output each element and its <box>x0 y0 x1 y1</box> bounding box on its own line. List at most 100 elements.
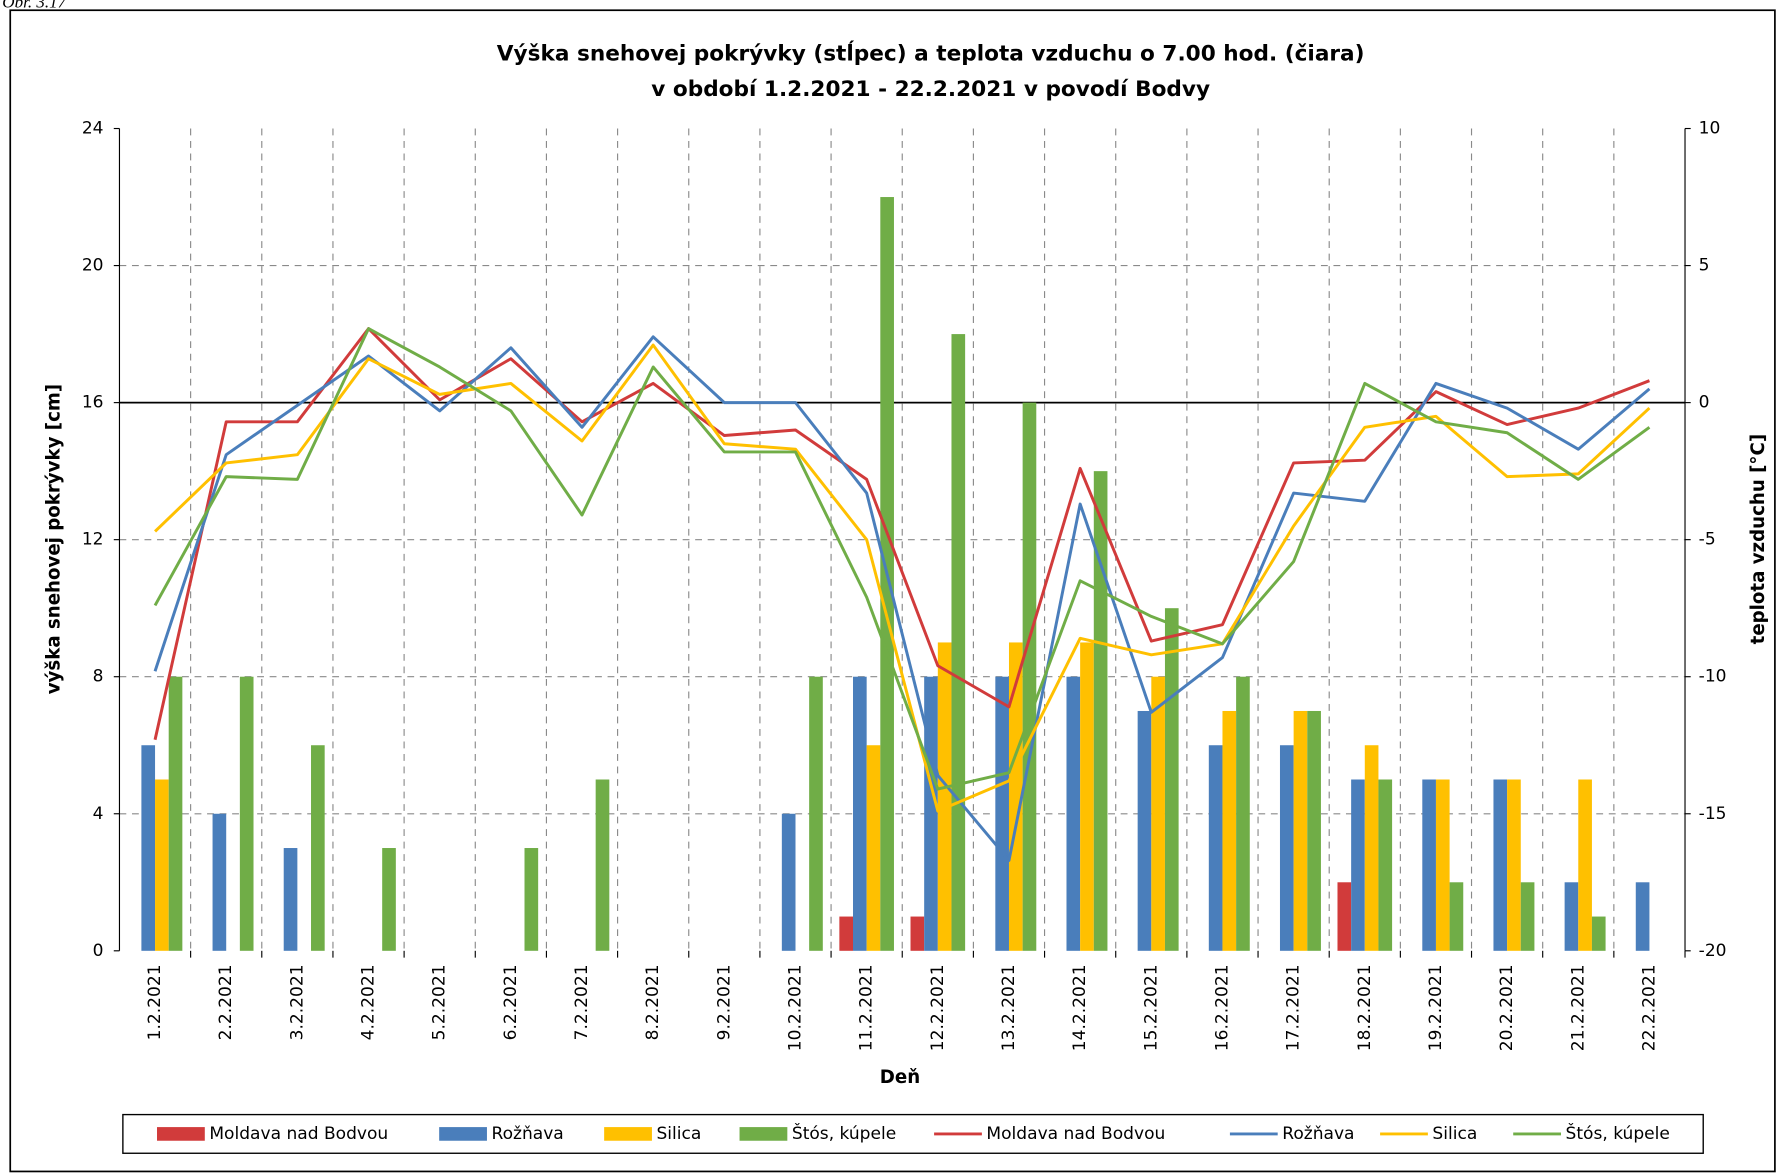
x-tick-label: 9.2.2021 <box>714 964 734 1040</box>
bar <box>1151 676 1165 951</box>
legend-label: Štós, kúpele <box>792 1122 896 1144</box>
y-tick-label: 8 <box>93 667 104 687</box>
bar <box>1578 779 1592 951</box>
bar <box>1422 779 1436 951</box>
bar <box>1080 642 1094 951</box>
bar <box>155 779 169 951</box>
x-tick-label: 13.2.2021 <box>999 964 1019 1051</box>
chart-title: Výška snehovej pokrývky (stĺpec) a teplo… <box>497 41 1365 67</box>
line <box>153 335 1651 862</box>
bar <box>1293 710 1308 951</box>
bar <box>1493 779 1508 951</box>
bar <box>1507 779 1521 951</box>
bar <box>1378 779 1393 951</box>
legend-label: Silica <box>1432 1124 1477 1144</box>
bar <box>524 848 539 951</box>
y2-tick-label: -15 <box>1699 804 1727 824</box>
bar <box>1008 642 1023 951</box>
chart-subtitle: v období 1.2.2021 - 22.2.2021 v povodí B… <box>651 77 1210 102</box>
bar <box>1137 710 1152 951</box>
bar <box>1449 882 1464 951</box>
bar <box>995 676 1009 951</box>
x-tick-label: 20.2.2021 <box>1497 964 1517 1051</box>
legend-label: Rožňava <box>1282 1124 1354 1144</box>
y2-tick-label: 10 <box>1699 119 1721 139</box>
bar <box>1093 471 1108 951</box>
bar <box>168 676 183 951</box>
bar <box>1435 779 1450 951</box>
chart-border <box>9 9 1776 1173</box>
bar <box>141 745 156 951</box>
y-tick-label: 4 <box>93 804 104 824</box>
x-tick-label: 10.2.2021 <box>785 964 805 1051</box>
x-tick-label: 6.2.2021 <box>501 964 521 1040</box>
y-tick-label: 12 <box>82 530 104 550</box>
bar <box>1307 710 1321 951</box>
line <box>153 327 1651 791</box>
bar <box>239 676 254 951</box>
legend-swatch <box>157 1127 205 1141</box>
y-tick-label: 0 <box>93 941 104 961</box>
x-tick-label: 8.2.2021 <box>643 964 663 1040</box>
x-tick-label: 22.2.2021 <box>1639 964 1659 1051</box>
bar <box>283 848 298 951</box>
y-axis-title: výška snehovej pokrývky [cm] <box>44 384 65 694</box>
bar <box>1236 676 1250 951</box>
bar <box>311 745 325 951</box>
x-tick-label: 3.2.2021 <box>287 964 307 1040</box>
bar <box>809 676 823 951</box>
x-tick-label: 17.2.2021 <box>1284 964 1304 1051</box>
legend-label: Moldava nad Bodvou <box>209 1124 388 1144</box>
bar <box>910 916 925 951</box>
bar <box>1364 745 1379 951</box>
bar <box>1222 710 1237 951</box>
bar <box>1066 676 1081 951</box>
bar <box>382 848 396 951</box>
bar <box>839 916 854 951</box>
x-tick-label: 5.2.2021 <box>430 964 450 1040</box>
bar <box>1591 916 1606 951</box>
x-tick-label: 11.2.2021 <box>857 964 877 1051</box>
x-tick-label: 16.2.2021 <box>1212 964 1232 1051</box>
bar <box>1351 779 1365 951</box>
legend-label: Štós, kúpele <box>1566 1122 1670 1144</box>
bar <box>1208 745 1223 951</box>
y2-tick-label: -20 <box>1699 941 1727 961</box>
x-tick-label: 7.2.2021 <box>572 964 592 1040</box>
bar <box>781 813 796 951</box>
bar <box>1164 608 1179 951</box>
bar <box>1337 882 1352 951</box>
bar <box>924 676 938 951</box>
bar <box>212 813 227 951</box>
bar <box>1564 882 1579 951</box>
x-tick-label: 12.2.2021 <box>928 964 948 1051</box>
legend-label: Rožňava <box>492 1124 564 1144</box>
y2-tick-label: 5 <box>1699 256 1710 276</box>
bar <box>937 642 952 951</box>
bar <box>951 334 966 951</box>
line <box>153 327 1650 741</box>
legend-label: Moldava nad Bodvou <box>986 1124 1165 1144</box>
x-axis-title: Deň <box>880 1067 920 1088</box>
y2-tick-label: -5 <box>1699 530 1716 550</box>
bar <box>1022 402 1037 951</box>
legend-box <box>122 1113 1704 1154</box>
figure-label: Obr. 3.17 <box>2 0 67 11</box>
line <box>154 343 1651 813</box>
bar <box>1520 882 1535 951</box>
y-tick-label: 20 <box>82 256 104 276</box>
bar <box>1279 745 1294 951</box>
y-tick-label: 24 <box>82 119 104 139</box>
x-tick-label: 18.2.2021 <box>1355 964 1375 1051</box>
legend-swatch <box>739 1127 788 1141</box>
bar <box>853 676 867 951</box>
y2-tick-label: -10 <box>1699 667 1727 687</box>
y2-axis-title: teplota vzduchu [°C] <box>1748 434 1769 645</box>
x-tick-label: 1.2.2021 <box>145 964 165 1040</box>
bar <box>1635 882 1650 951</box>
x-tick-label: 4.2.2021 <box>359 964 379 1040</box>
x-tick-label: 19.2.2021 <box>1426 964 1446 1051</box>
x-tick-label: 14.2.2021 <box>1070 964 1090 1051</box>
bar <box>595 779 610 951</box>
